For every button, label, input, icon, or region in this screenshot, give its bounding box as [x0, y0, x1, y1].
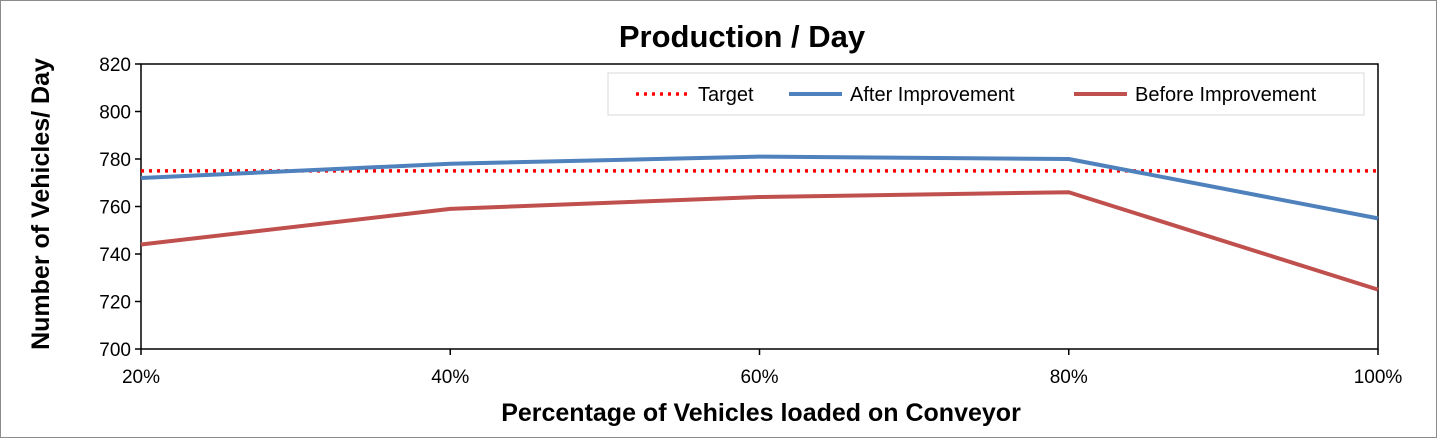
- x-tick-label: 40%: [431, 367, 469, 388]
- x-tick-label: 60%: [740, 367, 778, 388]
- y-axis-title: Number of Vehicles/ Day: [27, 58, 55, 350]
- x-tick-label: 100%: [1354, 367, 1403, 388]
- y-tick-label: 760: [99, 198, 131, 219]
- legend-label: Before Improvement: [1135, 84, 1317, 106]
- x-tick-label: 80%: [1050, 367, 1088, 388]
- x-axis-title: Percentage of Vehicles loaded on Conveyo…: [501, 399, 1021, 427]
- y-tick-label: 740: [99, 245, 131, 266]
- y-tick-label: 720: [99, 293, 131, 314]
- y-tick-label: 820: [99, 55, 131, 76]
- legend-label: Target: [698, 84, 754, 106]
- y-tick-label: 700: [99, 340, 131, 361]
- series-line-before-improvement: [140, 190, 1379, 292]
- legend-label: After Improvement: [850, 84, 1015, 106]
- plot-area: 700 720 740 760 780 800 820 20% 40% 60% 80% 100%: [99, 55, 1402, 388]
- chart-title: Production / Day: [619, 19, 866, 54]
- series-line-after-improvement: [140, 154, 1379, 221]
- y-tick-label: 800: [99, 103, 131, 124]
- y-tick-label: 780: [99, 150, 131, 171]
- x-tick-label: 20%: [122, 367, 160, 388]
- legend-box: [607, 72, 1365, 116]
- legend: Target After Improvement Before Improvemen…: [607, 72, 1365, 116]
